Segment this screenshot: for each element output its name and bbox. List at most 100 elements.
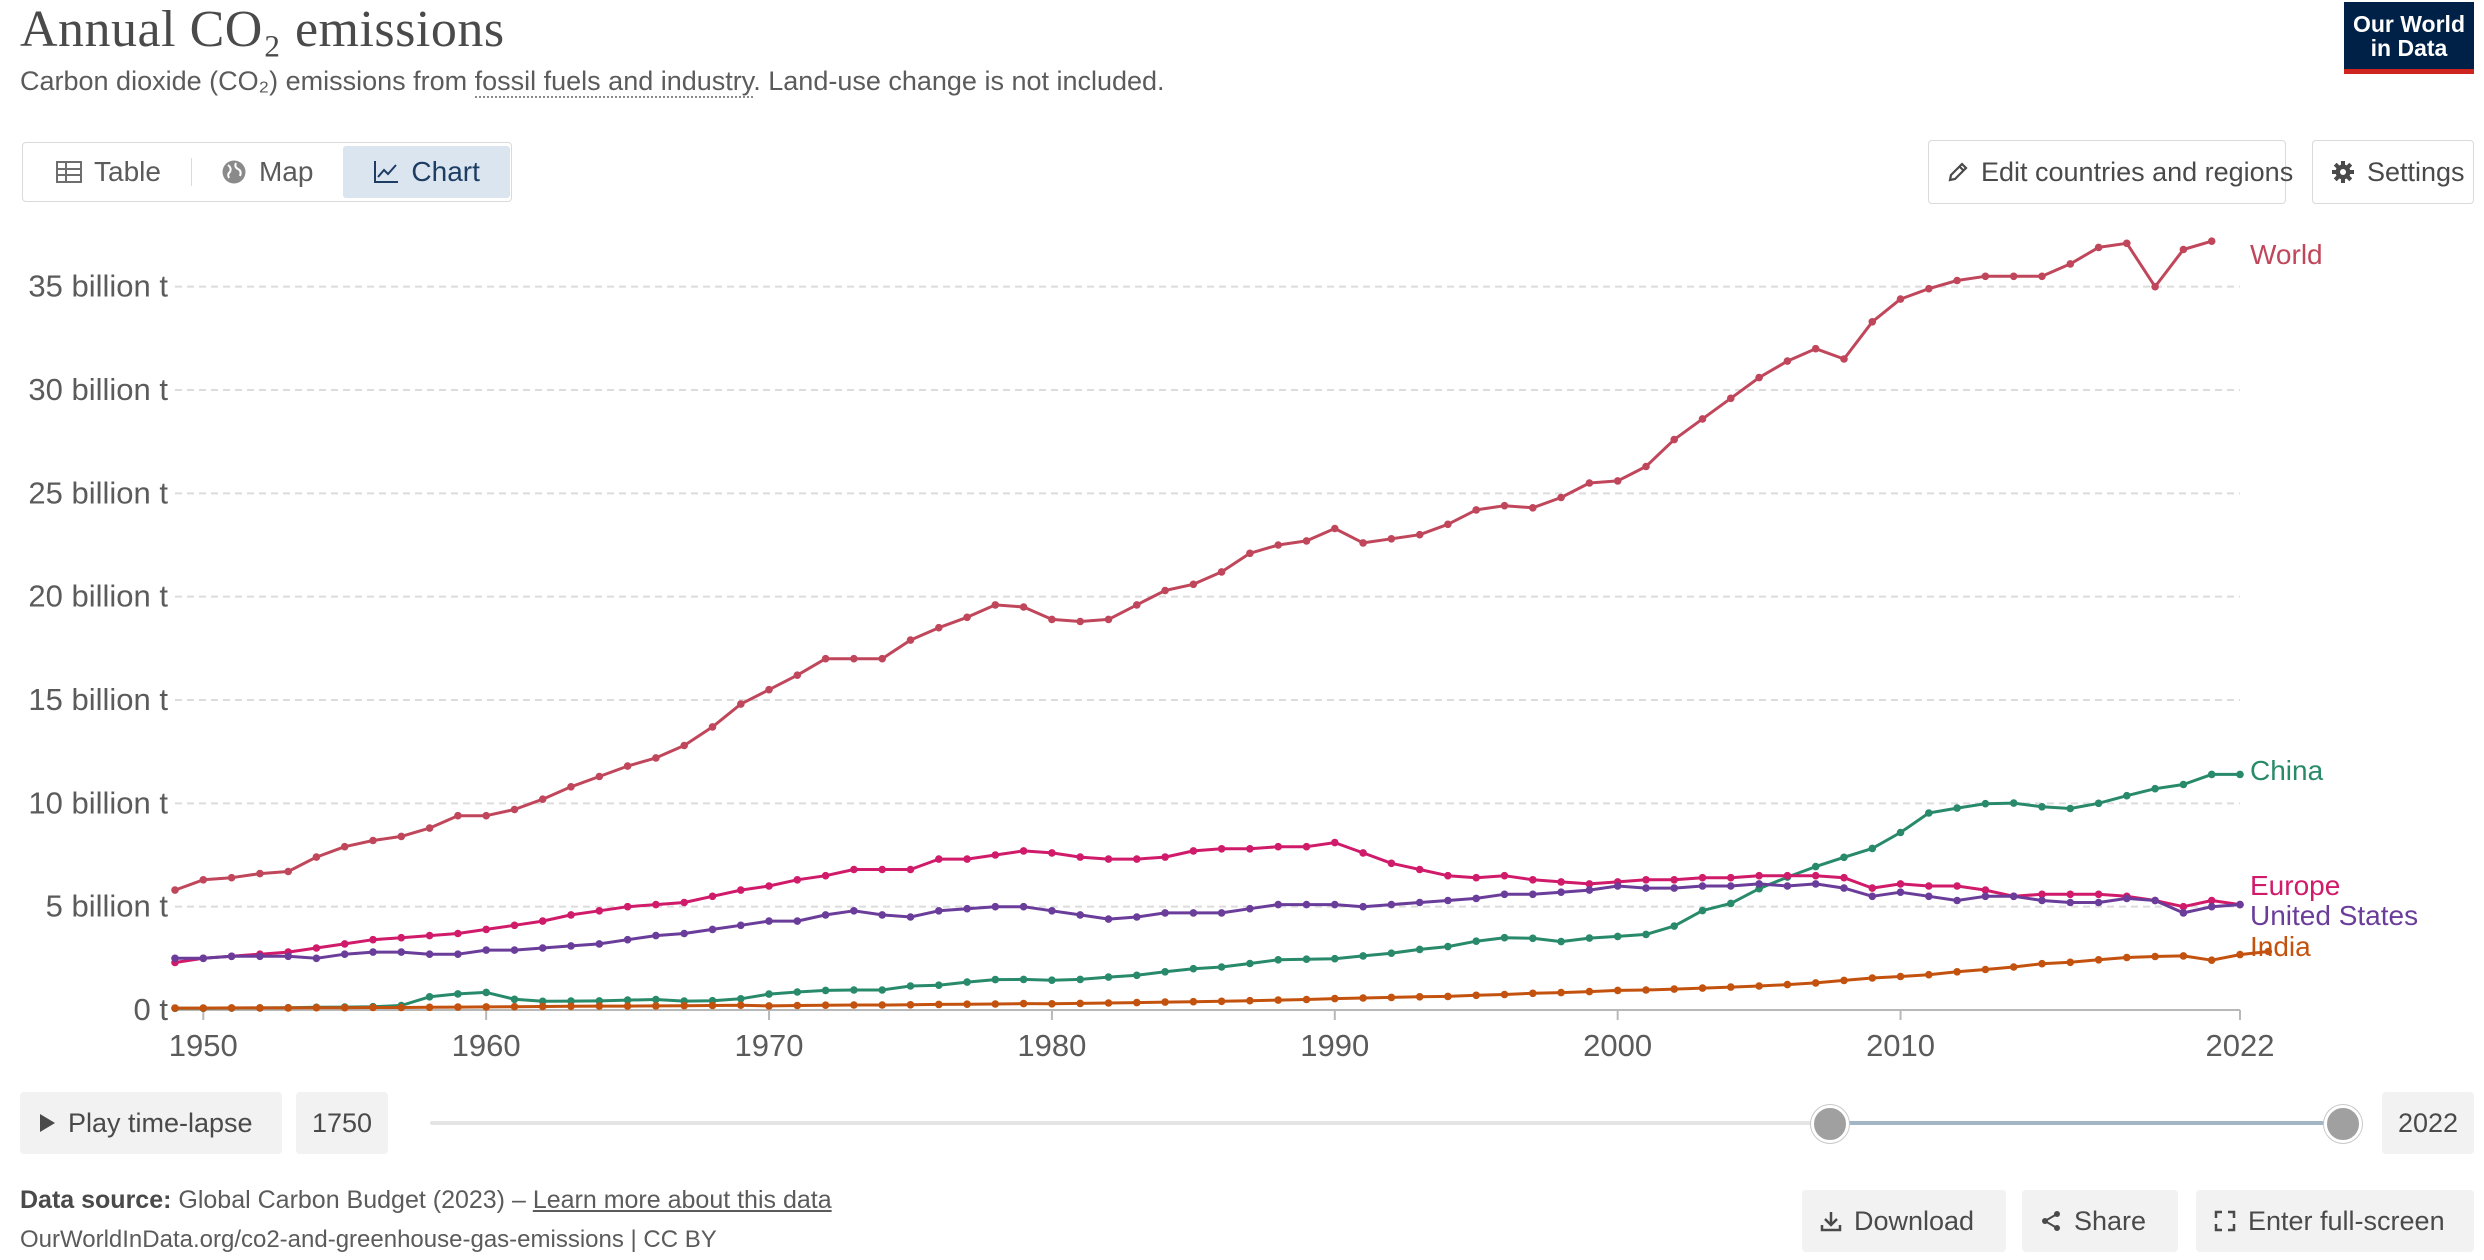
timeline-start-year[interactable]: 1750 xyxy=(296,1092,388,1154)
data-point xyxy=(1500,890,1509,899)
timeline-track[interactable] xyxy=(430,1121,2340,1125)
data-point xyxy=(312,1003,321,1012)
data-point xyxy=(850,986,858,994)
data-point xyxy=(369,836,377,845)
download-button[interactable]: Download xyxy=(1802,1190,2006,1252)
subtitle-link[interactable]: fossil fuels and industry xyxy=(474,66,754,98)
data-point xyxy=(1359,849,1367,857)
source-url: OurWorldInData.org/co2-and-greenhouse-ga… xyxy=(20,1226,717,1253)
data-point xyxy=(1274,541,1282,549)
subtitle-text-post: . Land-use change is not included. xyxy=(753,66,1165,96)
data-point xyxy=(425,824,434,832)
data-point xyxy=(227,952,236,961)
table-icon xyxy=(56,161,82,183)
data-point xyxy=(737,700,745,708)
data-point xyxy=(1981,965,1990,974)
data-point xyxy=(623,1002,632,1010)
data-point xyxy=(397,948,406,956)
tab-table[interactable]: Table xyxy=(26,146,191,198)
play-icon xyxy=(38,1113,56,1133)
data-point xyxy=(2066,958,2075,967)
data-point xyxy=(1104,973,1113,981)
data-point xyxy=(454,950,462,958)
play-timelapse-button[interactable]: Play time-lapse xyxy=(20,1092,282,1154)
data-point xyxy=(284,952,293,961)
data-point xyxy=(1189,909,1198,917)
data-point xyxy=(1302,955,1311,963)
data-point xyxy=(1585,934,1594,942)
y-tick-label: 0 t xyxy=(134,992,169,1027)
y-tick-label: 25 billion t xyxy=(28,475,168,510)
timeline-start-handle[interactable] xyxy=(1811,1105,1850,1143)
data-point xyxy=(1444,896,1452,905)
fullscreen-button[interactable]: Enter full-screen xyxy=(2196,1190,2474,1252)
data-point xyxy=(991,902,1000,911)
data-point xyxy=(2123,239,2131,248)
timeline-end-year[interactable]: 2022 xyxy=(2382,1092,2474,1154)
data-point xyxy=(963,978,971,986)
data-point xyxy=(765,685,773,694)
data-point xyxy=(765,1002,773,1010)
timeline-start-year-label: 1750 xyxy=(311,1107,373,1138)
data-point xyxy=(765,917,773,925)
data-point xyxy=(963,1000,971,1008)
owid-logo[interactable]: Our World in Data xyxy=(2344,2,2474,74)
data-source-label: Data source: xyxy=(20,1186,172,1214)
data-point xyxy=(1896,295,1905,303)
data-point xyxy=(1048,1000,1056,1008)
data-point xyxy=(878,654,886,663)
data-point xyxy=(1783,882,1792,890)
data-point xyxy=(1840,853,1848,862)
data-point xyxy=(1783,980,1792,989)
data-point xyxy=(1698,873,1707,882)
data-point xyxy=(793,917,802,925)
y-tick-label: 5 billion t xyxy=(46,889,169,924)
settings-button[interactable]: Settings xyxy=(2312,140,2474,204)
data-point xyxy=(737,1001,745,1009)
view-tabs: Table Map Chart xyxy=(22,142,512,202)
data-point xyxy=(1896,828,1905,837)
data-point xyxy=(793,988,802,996)
data-point xyxy=(425,1003,434,1012)
tab-chart[interactable]: Chart xyxy=(343,146,510,198)
tab-map[interactable]: Map xyxy=(190,146,343,198)
data-point xyxy=(1585,987,1594,996)
data-point xyxy=(737,886,745,894)
timeline-end-handle[interactable] xyxy=(2324,1105,2362,1143)
learn-more-link[interactable]: Learn more about this data xyxy=(532,1186,832,1214)
data-point xyxy=(1444,871,1452,880)
data-point xyxy=(2179,909,2188,917)
data-point xyxy=(2066,804,2075,813)
data-point xyxy=(510,946,519,954)
data-point xyxy=(1019,847,1028,855)
data-point xyxy=(1670,922,1678,930)
timeline-end-year-label: 2022 xyxy=(2397,1107,2459,1138)
tab-table-label: Table xyxy=(94,156,161,187)
data-point xyxy=(1331,994,1339,1003)
data-point xyxy=(2066,890,2075,899)
data-point xyxy=(2094,898,2103,907)
data-point xyxy=(1953,882,1961,890)
data-point xyxy=(1642,462,1650,471)
data-point xyxy=(425,950,434,958)
data-point xyxy=(991,601,1000,609)
data-point xyxy=(1500,871,1509,880)
data-point xyxy=(1472,937,1480,945)
x-tick-label: 1990 xyxy=(1300,1028,1369,1060)
data-point xyxy=(1783,357,1792,365)
series-label: China xyxy=(2250,755,2324,786)
data-point xyxy=(1133,855,1141,863)
data-point xyxy=(1868,892,1877,901)
data-point xyxy=(1359,952,1367,960)
data-point xyxy=(1613,932,1622,941)
data-point xyxy=(708,892,717,901)
share-button[interactable]: Share xyxy=(2022,1190,2178,1252)
data-point xyxy=(1387,535,1396,543)
data-point xyxy=(1048,849,1056,857)
data-point xyxy=(878,986,886,994)
data-point xyxy=(2009,963,2018,971)
data-point xyxy=(1104,615,1113,624)
data-point xyxy=(595,940,604,948)
settings-label: Settings xyxy=(2367,156,2465,187)
edit-countries-button[interactable]: Edit countries and regions xyxy=(1928,140,2293,204)
